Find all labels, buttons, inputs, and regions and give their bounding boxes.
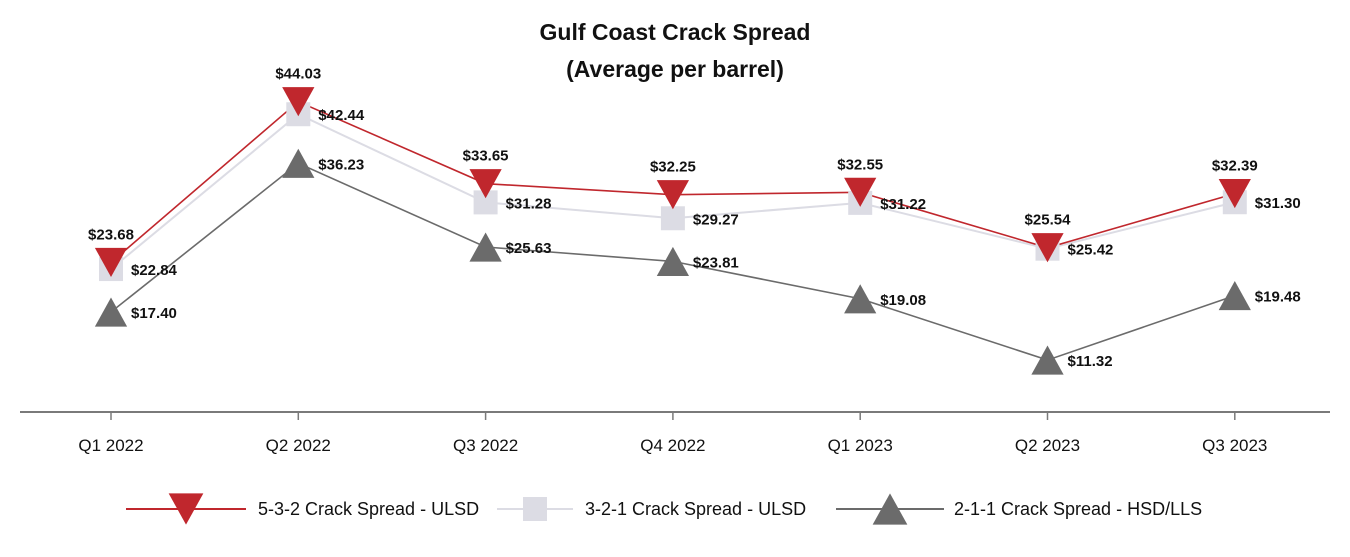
series-1-data-label: $32.55 (837, 156, 883, 173)
series-1-point (844, 177, 877, 207)
series-3-data-label: $36.23 (318, 156, 364, 173)
legend-item-3: 2-1-1 Crack Spread - HSD/LLS (836, 493, 1202, 525)
series-3-data-label: $23.81 (693, 254, 739, 271)
series-1-data-label: $44.03 (275, 66, 321, 83)
series-2-data-label: $31.28 (506, 195, 552, 212)
data-labels: $23.68 $44.03 $33.65 $32.25 $32.55 $25.54 $32.… (88, 66, 1301, 370)
series-2-data-label: $29.27 (693, 211, 739, 228)
series-1-point (469, 169, 502, 199)
x-tick-label: Q2 2023 (1015, 436, 1080, 455)
series-3-point (469, 232, 502, 262)
legend-label: 5-3-2 Crack Spread - ULSD (258, 499, 479, 519)
series-1-data-label: $32.25 (650, 159, 696, 176)
series-3-data-label: $19.08 (880, 292, 926, 309)
series-1-point (1031, 233, 1064, 263)
legend-marker (872, 493, 908, 525)
series-1-data-label: $25.54 (1025, 212, 1072, 229)
series-3-point (656, 246, 690, 276)
x-tick-label: Q1 2023 (828, 436, 893, 455)
legend-item-2: 3-2-1 Crack Spread - ULSD (497, 497, 806, 521)
x-tick-label: Q3 2023 (1202, 436, 1267, 455)
chart-title: Gulf Coast Crack Spread (540, 19, 811, 45)
series-1-point (656, 180, 690, 210)
series-layer (94, 87, 1251, 375)
series-1-data-label: $32.39 (1212, 158, 1258, 175)
series-1-point (94, 247, 128, 277)
series-3-point (1218, 281, 1251, 311)
x-axis: Q1 2022 Q2 2022 Q3 2022 Q4 2022 Q1 2023 Q2 20… (20, 411, 1330, 455)
legend: 5-3-2 Crack Spread - ULSD 3-2-1 Crack Spr… (126, 493, 1202, 525)
series-3-data-label: $17.40 (131, 305, 177, 322)
series-2-data-label: $22.84 (131, 262, 178, 279)
chart-subtitle: (Average per barrel) (566, 56, 784, 82)
series-2-data-label: $42.44 (318, 107, 365, 124)
legend-marker (168, 493, 204, 525)
series-3-point (282, 148, 315, 178)
series-3-data-label: $25.63 (506, 240, 552, 257)
legend-item-1: 5-3-2 Crack Spread - ULSD (126, 493, 479, 525)
series-3-data-label: $19.48 (1255, 289, 1301, 306)
legend-label: 2-1-1 Crack Spread - HSD/LLS (954, 499, 1202, 519)
series-3-point (94, 297, 128, 327)
series-2-data-label: $25.42 (1068, 242, 1114, 259)
series-1-point (1218, 179, 1251, 209)
x-tick-label: Q4 2022 (640, 436, 705, 455)
legend-marker (523, 497, 547, 521)
x-tick-label: Q1 2022 (78, 436, 143, 455)
series-3-data-label: $11.32 (1068, 353, 1113, 370)
series-1-data-label: $33.65 (463, 148, 509, 165)
series-1-point (282, 87, 315, 117)
x-tick-label: Q2 2022 (266, 436, 331, 455)
series-3-point (844, 284, 877, 314)
series-2-data-label: $31.22 (880, 196, 926, 213)
series-2-point (660, 206, 685, 231)
series-2-data-label: $31.30 (1255, 195, 1301, 212)
legend-label: 3-2-1 Crack Spread - ULSD (585, 499, 806, 519)
series-3-point (1031, 345, 1064, 375)
series-1-data-label: $23.68 (88, 226, 134, 243)
x-tick-label: Q3 2022 (453, 436, 518, 455)
